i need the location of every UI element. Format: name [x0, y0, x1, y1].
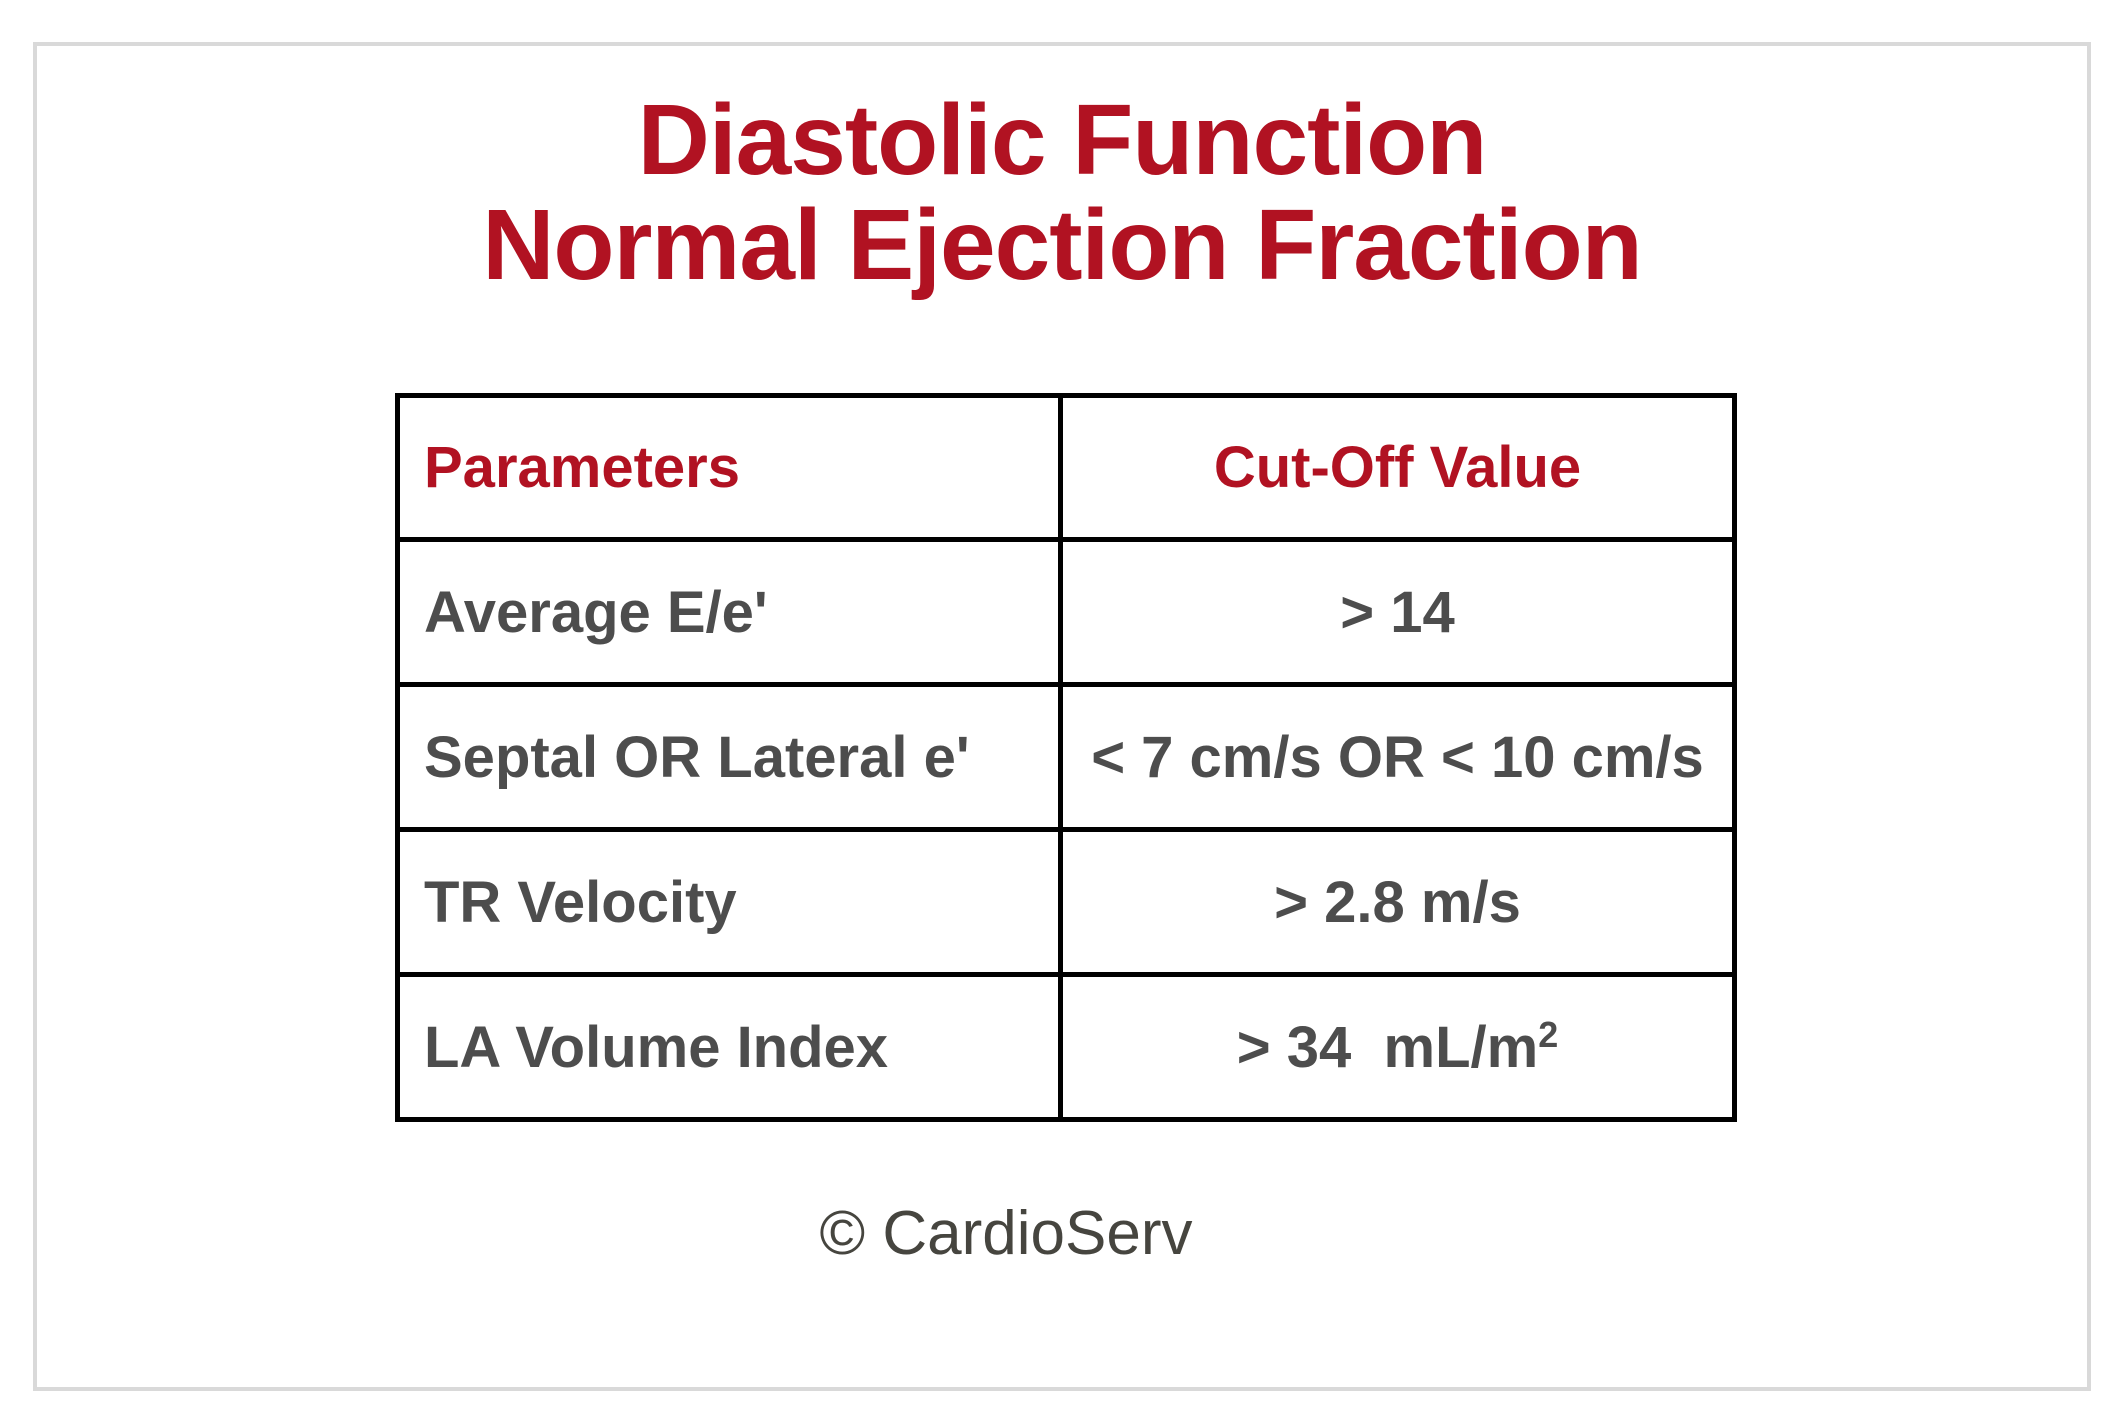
header-parameters: Parameters	[395, 393, 1063, 542]
value-text: < 7 cm/s OR < 10 cm/s	[1091, 724, 1704, 790]
value-cell: > 2.8 m/s	[1058, 827, 1737, 977]
value-text: > 34 mL/m	[1236, 1014, 1539, 1080]
parameter-cell: Septal OR Lateral e'	[395, 682, 1063, 832]
value-cell: < 7 cm/s OR < 10 cm/s	[1058, 682, 1737, 832]
copyright-text: © CardioServ	[819, 1199, 1193, 1268]
infographic-card: Diastolic Function Normal Ejection Fract…	[33, 42, 2091, 1391]
title-line-2: Normal Ejection Fraction	[482, 189, 1643, 301]
value-cell: > 14	[1058, 537, 1737, 687]
table-row: LA Volume Index > 34 mL/m2	[395, 972, 1737, 1122]
parameter-cell: Average E/e'	[395, 537, 1063, 687]
page-title: Diastolic Function Normal Ejection Fract…	[37, 88, 2087, 298]
value-text: > 14	[1340, 579, 1455, 645]
header-cutoff-value: Cut-Off Value	[1058, 393, 1737, 542]
table-row: TR Velocity > 2.8 m/s	[395, 827, 1737, 977]
table-row: Average E/e' > 14	[395, 537, 1737, 687]
parameter-cell: LA Volume Index	[395, 972, 1063, 1122]
value-superscript: 2	[1538, 1013, 1559, 1055]
value-text: > 2.8 m/s	[1274, 869, 1521, 935]
title-line-1: Diastolic Function	[637, 84, 1488, 196]
value-cell: > 34 mL/m2	[1058, 972, 1737, 1122]
cutoff-values-table: Parameters Cut-Off Value Average E/e' > …	[395, 393, 1737, 1122]
table-header-row: Parameters Cut-Off Value	[395, 393, 1737, 542]
table-row: Septal OR Lateral e' < 7 cm/s OR < 10 cm…	[395, 682, 1737, 832]
parameter-cell: TR Velocity	[395, 827, 1063, 977]
